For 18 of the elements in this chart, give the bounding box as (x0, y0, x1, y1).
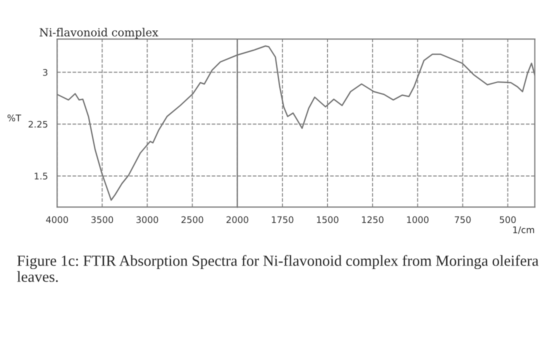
x-tick-label: 3000 (136, 216, 158, 224)
x-tick-label: 2000 (226, 216, 248, 224)
y-tick-label: 3 (43, 69, 48, 76)
x-tick-label: 4000 (46, 216, 68, 224)
caption: Figure 1c: FTIR Absorption Spectra for Ni-flavonoid complex from Moringa oleifera leaves. (17, 255, 538, 282)
x-tick-label: 1000 (407, 216, 429, 224)
x-tick-label: 3500 (91, 216, 114, 224)
y-axis-title: %T (8, 114, 22, 122)
x-axis-title: 1/cm (513, 226, 534, 234)
y-tick-label: 1.5 (34, 172, 48, 180)
x-tick-label: 1250 (362, 216, 384, 224)
chart-title: Ni-flavonoid complex (40, 28, 158, 39)
x-tick-label: 750 (454, 216, 471, 224)
x-tick-label: 1750 (272, 216, 294, 224)
x-tick-label: 2500 (181, 216, 204, 224)
y-tick-label: 2.25 (28, 120, 48, 128)
x-tick-label: 500 (500, 216, 516, 224)
x-tick-label: 1500 (317, 216, 338, 224)
